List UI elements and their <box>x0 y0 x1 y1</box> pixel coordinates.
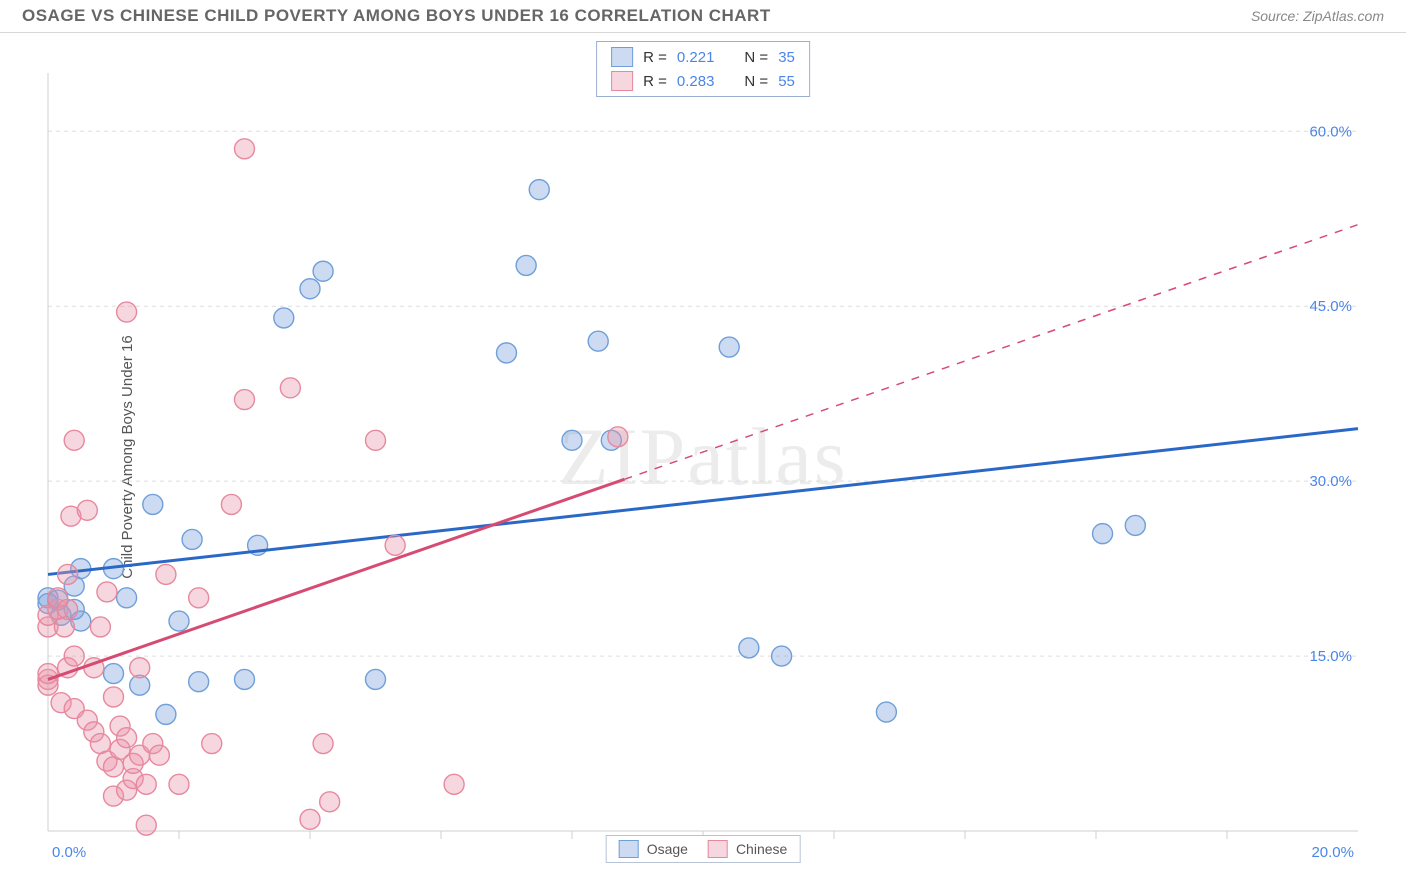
legend-row-chinese: R = 0.283 N = 55 <box>597 69 809 93</box>
chart-title: OSAGE VS CHINESE CHILD POVERTY AMONG BOY… <box>22 6 771 26</box>
chart-area: Child Poverty Among Boys Under 16 ZIPatl… <box>0 33 1406 881</box>
series-legend: Osage Chinese <box>606 835 801 863</box>
legend-row-osage: R = 0.221 N = 35 <box>597 45 809 69</box>
svg-text:20.0%: 20.0% <box>1311 844 1354 861</box>
svg-text:30.0%: 30.0% <box>1309 473 1352 490</box>
svg-text:15.0%: 15.0% <box>1309 648 1352 665</box>
swatch-osage <box>611 47 633 67</box>
legend-item-chinese: Chinese <box>708 840 787 858</box>
legend-item-osage: Osage <box>619 840 688 858</box>
svg-text:0.0%: 0.0% <box>52 844 86 861</box>
swatch-chinese <box>611 71 633 91</box>
svg-text:45.0%: 45.0% <box>1309 298 1352 315</box>
scatter-chart: 15.0% 30.0% 45.0% 60.0% 0.0% 20.0% <box>0 33 1406 881</box>
correlation-legend: R = 0.221 N = 35 R = 0.283 N = 55 <box>596 41 810 97</box>
chart-source: Source: ZipAtlas.com <box>1251 8 1384 24</box>
swatch-chinese <box>708 840 728 858</box>
chart-header: OSAGE VS CHINESE CHILD POVERTY AMONG BOY… <box>0 0 1406 33</box>
svg-text:60.0%: 60.0% <box>1309 123 1352 140</box>
swatch-osage <box>619 840 639 858</box>
